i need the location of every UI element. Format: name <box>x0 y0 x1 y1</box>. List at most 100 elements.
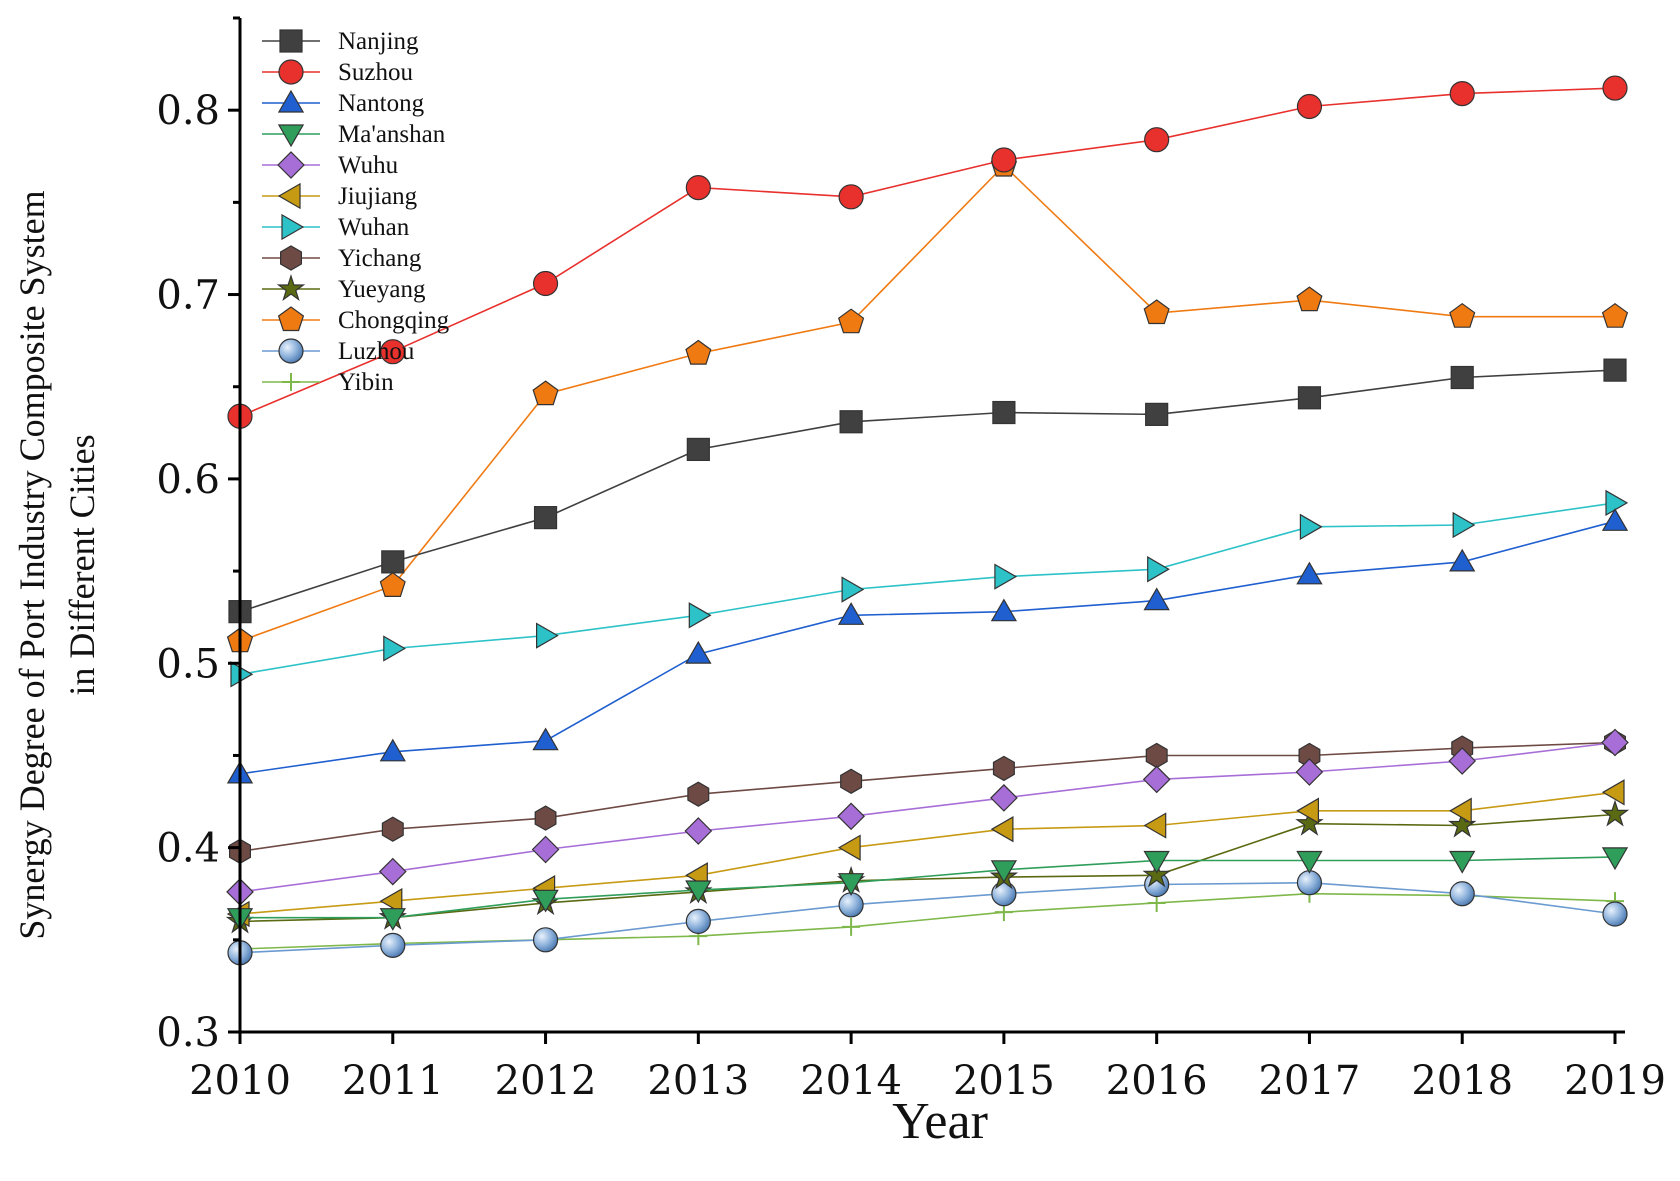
y-axis-title-line1: Synergy Degree of Port Industry Composit… <box>12 190 52 939</box>
series-wuhu <box>226 728 1629 906</box>
legend-item: Wuhu <box>262 151 399 179</box>
data-point <box>1449 80 1475 107</box>
y-tick-label: 0.5 <box>156 641 220 687</box>
series-line <box>240 856 1616 919</box>
data-point <box>531 835 560 864</box>
plot-area <box>225 75 1630 966</box>
series-line <box>239 813 1616 923</box>
series-line <box>239 791 1616 915</box>
x-tick-label: 2017 <box>1259 1058 1361 1104</box>
legend-label: Luzhou <box>338 338 415 365</box>
legend-label: Wuhu <box>338 152 399 179</box>
data-point <box>994 563 1018 590</box>
legend-marker <box>281 213 305 241</box>
data-point <box>685 339 712 365</box>
series-jiujiang <box>226 779 1625 928</box>
data-point <box>1143 812 1167 839</box>
x-tick-label: 2016 <box>1106 1058 1208 1104</box>
x-tick-label: 2010 <box>189 1058 291 1104</box>
data-point <box>1601 847 1629 871</box>
data-point <box>379 738 406 762</box>
series-maanshan <box>226 847 1629 931</box>
legend-marker <box>279 29 303 53</box>
data-point <box>990 598 1018 622</box>
data-point <box>1142 860 1171 888</box>
data-point <box>379 887 403 915</box>
data-point <box>837 602 865 625</box>
data-point <box>1299 513 1323 541</box>
legend-item: Suzhou <box>262 59 414 86</box>
data-point <box>684 817 713 845</box>
series-line <box>239 892 1616 950</box>
data-point <box>990 784 1018 812</box>
data-point <box>1143 587 1170 611</box>
data-point <box>1143 850 1170 874</box>
data-point <box>1602 901 1628 927</box>
data-point <box>837 802 865 831</box>
legend-item: Chongqing <box>262 306 450 334</box>
legend-label: Nantong <box>338 90 425 117</box>
data-point <box>839 410 863 434</box>
data-point <box>687 781 710 807</box>
legend-marker <box>282 373 300 391</box>
data-point <box>380 339 406 365</box>
data-point <box>1296 561 1323 585</box>
data-point <box>840 768 863 794</box>
legend-marker <box>278 59 304 85</box>
data-point <box>1605 489 1629 517</box>
x-tick-label: 2012 <box>495 1058 597 1104</box>
data-point <box>685 880 712 904</box>
y-tick-label: 0.8 <box>156 88 220 134</box>
data-point <box>1601 728 1629 757</box>
data-point <box>837 834 861 861</box>
data-point <box>992 755 1015 782</box>
legend-label: Yibin <box>338 369 394 396</box>
data-point <box>1296 797 1320 824</box>
data-point <box>534 805 557 831</box>
legend-label: Ma'anshan <box>338 121 446 148</box>
legend-marker <box>277 306 305 332</box>
data-point <box>1147 556 1170 583</box>
legend-item: Yichang <box>262 245 422 272</box>
series-line <box>239 881 1616 954</box>
legend: Nanjing Suzhou Nantong Ma'anshan Wuhu Jiujian… <box>262 28 450 396</box>
data-point <box>838 892 864 918</box>
x-tick-label: 2013 <box>647 1058 749 1104</box>
data-point <box>685 908 711 934</box>
data-point <box>1143 299 1170 325</box>
data-point <box>1144 127 1170 153</box>
data-point <box>383 635 407 662</box>
data-point <box>1297 386 1322 410</box>
legend-label: Suzhou <box>338 59 414 86</box>
legend-item: Nantong <box>262 89 425 117</box>
y-ticks: 0.3 0.4 0.5 0.6 0.7 0.8 <box>156 16 240 1056</box>
y-axis-title-line2: in Different Cities <box>62 434 102 695</box>
legend-marker <box>277 182 301 210</box>
series-line <box>239 741 1616 853</box>
data-point <box>837 873 865 896</box>
data-point <box>380 932 406 958</box>
data-point <box>1295 758 1324 786</box>
series-line <box>239 369 1616 613</box>
data-point <box>990 816 1014 843</box>
data-point <box>381 550 405 574</box>
data-point <box>1601 508 1629 531</box>
series-line <box>239 87 1616 417</box>
data-point <box>838 184 864 210</box>
y-tick-label: 0.3 <box>156 1010 220 1056</box>
data-point <box>685 640 712 664</box>
series-line <box>239 502 1616 676</box>
data-point <box>532 727 559 751</box>
data-point <box>1452 511 1476 539</box>
series-line <box>239 164 1615 642</box>
data-point <box>1449 797 1472 824</box>
legend-marker <box>277 124 305 148</box>
y-tick-label: 0.6 <box>156 457 220 503</box>
data-point <box>1449 881 1475 907</box>
data-point <box>1602 75 1628 101</box>
legend-label: Yichang <box>338 245 422 272</box>
data-point <box>535 622 559 649</box>
legend-item: Ma'anshan <box>262 121 446 148</box>
series-line <box>239 741 1616 893</box>
legend-item: Nanjing <box>262 28 419 55</box>
